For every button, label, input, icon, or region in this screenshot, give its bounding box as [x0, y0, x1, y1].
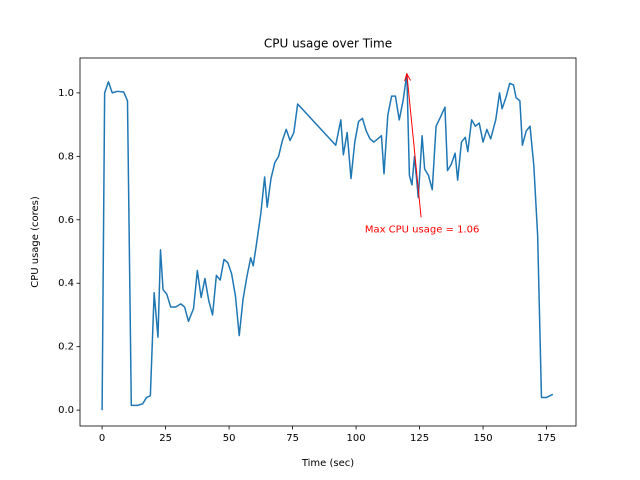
- annotation-arrow: [406, 73, 422, 218]
- x-tick-label: 175: [537, 433, 556, 444]
- y-tick-label: 0.2: [58, 342, 74, 353]
- x-tick-label: 25: [159, 433, 172, 444]
- chart-title: CPU usage over Time: [264, 37, 392, 51]
- x-tick-label: 150: [474, 433, 493, 444]
- x-axis-label: Time (sec): [301, 458, 354, 469]
- y-tick-label: 0.4: [58, 278, 74, 289]
- x-tick-label: 0: [99, 433, 105, 444]
- data-line: [101, 73, 554, 411]
- x-tick-label: 125: [410, 433, 429, 444]
- y-tick-label: 0.0: [58, 405, 74, 416]
- y-tick-label: 0.8: [58, 151, 74, 162]
- x-tick-label: 75: [286, 433, 299, 444]
- y-tick-label: 1.0: [58, 88, 74, 99]
- y-tick-label: 0.6: [58, 215, 74, 226]
- plot-frame: [79, 57, 577, 427]
- x-tick-label: 100: [347, 433, 366, 444]
- annotation-text: Max CPU usage = 1.06: [365, 224, 480, 235]
- annotation-arrowhead: [404, 72, 411, 82]
- y-axis-label: CPU usage (cores): [30, 196, 41, 288]
- x-tick-label: 50: [223, 433, 236, 444]
